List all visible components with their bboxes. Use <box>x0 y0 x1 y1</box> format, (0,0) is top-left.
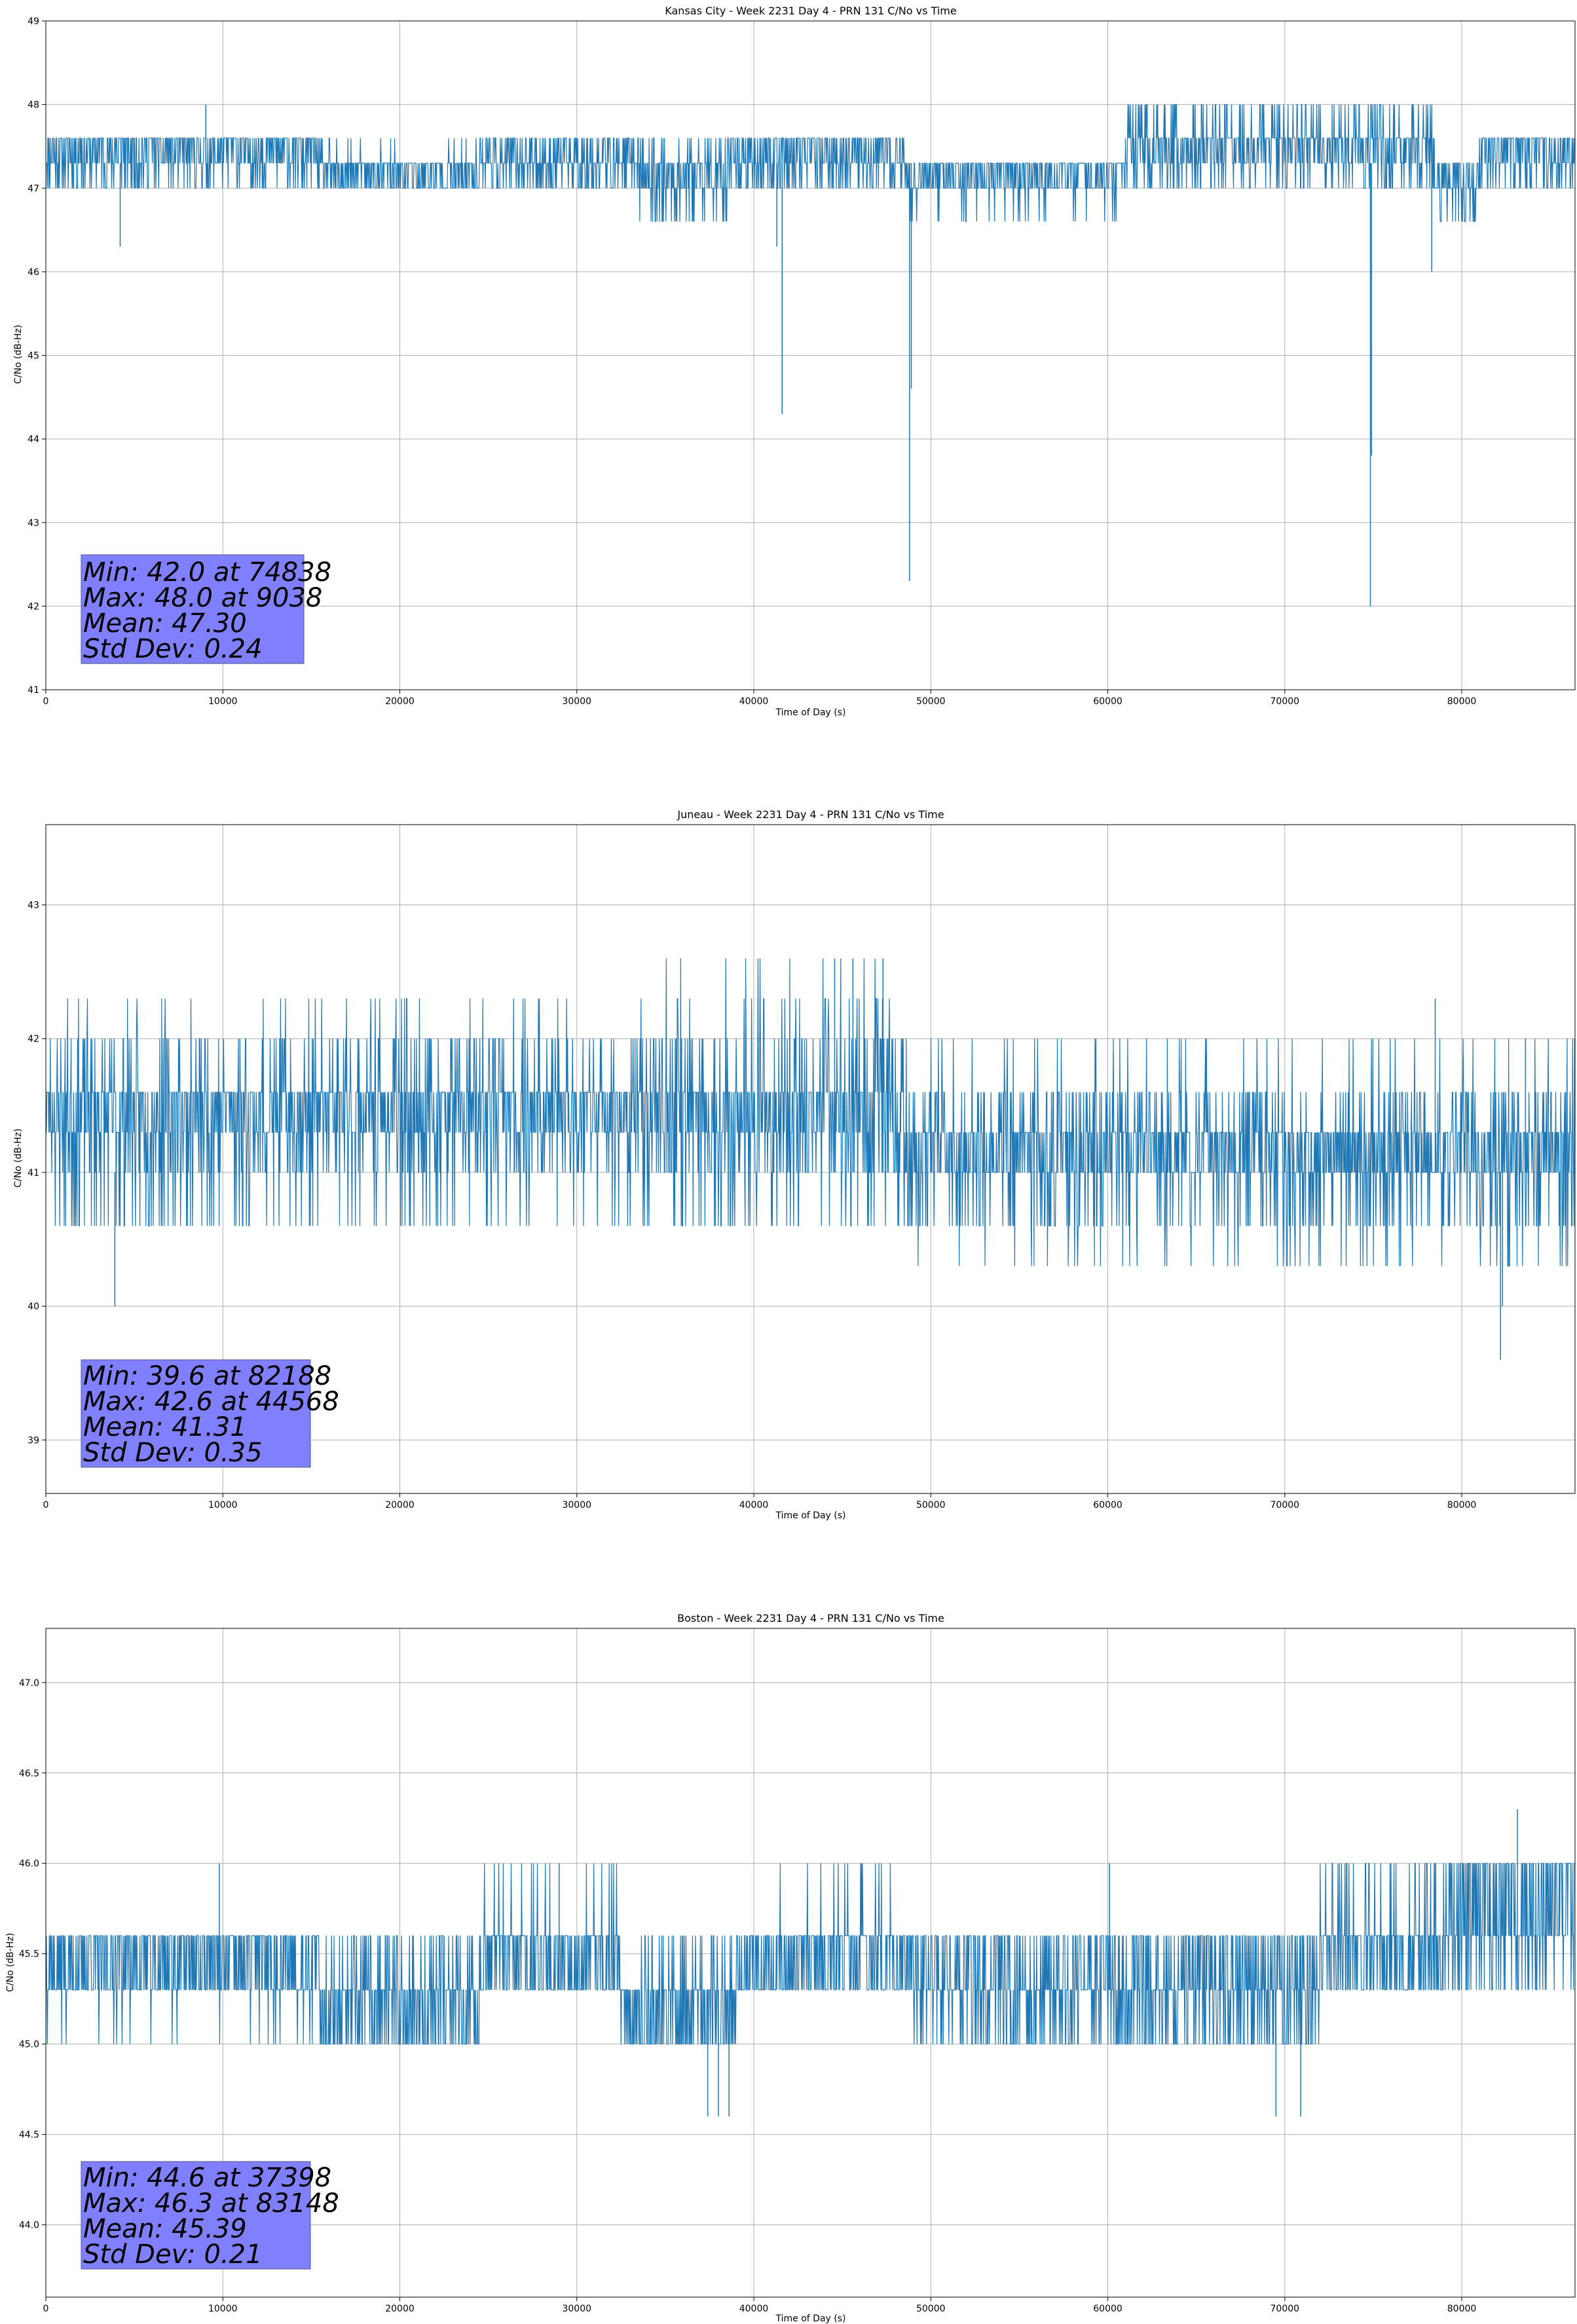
chart-title: Kansas City - Week 2231 Day 4 - PRN 131 … <box>665 5 956 17</box>
y-tick-label: 44 <box>28 434 39 445</box>
x-tick-label: 10000 <box>208 2304 238 2314</box>
y-tick-label: 46.0 <box>19 1859 39 1869</box>
stat-std: Std Dev: 0.21 <box>83 2240 263 2270</box>
y-tick-label: 49 <box>28 16 39 27</box>
x-tick-label: 60000 <box>1093 696 1122 707</box>
data-line <box>46 104 1575 222</box>
axis-ticks: 0 10000 20000 30000 40000 50000 60000 70000 8000… <box>28 901 1476 1510</box>
data-line <box>46 958 1575 1267</box>
y-tick-label: 46 <box>28 267 39 278</box>
y-tick-label: 42 <box>28 601 39 612</box>
x-tick-label: 40000 <box>739 1500 769 1510</box>
y-tick-label: 41 <box>28 1168 39 1178</box>
x-axis-label: Time of Day (s) <box>775 2314 846 2324</box>
stat-std: Std Dev: 0.35 <box>83 1438 263 1468</box>
x-tick-label: 80000 <box>1447 1500 1477 1510</box>
x-axis-label: Time of Day (s) <box>775 1510 846 1521</box>
x-tick-label: 0 <box>43 2304 49 2314</box>
y-tick-label: 45.0 <box>19 2040 39 2050</box>
y-axis-label: C/No (dB-Hz) <box>13 1129 24 1188</box>
y-tick-label: 39 <box>28 1435 39 1446</box>
stat-max: Max: 42.6 at 44568 <box>83 1387 339 1417</box>
stats-box <box>81 1359 311 1468</box>
x-tick-label: 30000 <box>562 1500 591 1510</box>
panel-kansas-city: Kansas City - Week 2231 Day 4 - PRN 131 … <box>13 5 1576 718</box>
x-tick-label: 80000 <box>1447 696 1477 707</box>
x-tick-label: 10000 <box>208 1500 238 1510</box>
x-tick-label: 30000 <box>562 696 591 707</box>
x-tick-label: 50000 <box>916 696 946 707</box>
stat-std: Std Dev: 0.24 <box>83 634 263 664</box>
y-tick-label: 43 <box>28 901 39 911</box>
stats-box <box>81 554 305 664</box>
stat-max: Max: 48.0 at 9038 <box>83 583 322 613</box>
y-tick-label: 40 <box>28 1302 39 1312</box>
plot-frame <box>45 1628 1576 2298</box>
plot-frame <box>45 824 1576 1494</box>
axis-ticks: 0 10000 20000 30000 40000 50000 60000 70000 8000… <box>28 16 1476 707</box>
x-tick-label: 30000 <box>562 2304 591 2314</box>
y-tick-label: 47.0 <box>19 1678 39 1689</box>
stat-min: Min: 44.6 at 37398 <box>83 2163 331 2193</box>
y-tick-label: 48 <box>28 100 39 111</box>
x-tick-label: 0 <box>43 696 49 707</box>
stat-mean: Mean: 47.30 <box>83 609 247 639</box>
stats-box <box>81 2161 311 2270</box>
x-tick-label: 10000 <box>208 696 238 707</box>
y-tick-label: 45.5 <box>19 1949 39 1960</box>
axis-ticks: 0 10000 20000 30000 40000 50000 60000 70000 8000… <box>19 1678 1476 2314</box>
x-tick-label: 70000 <box>1271 1500 1300 1510</box>
chart-title: Juneau - Week 2231 Day 4 - PRN 131 C/No … <box>677 808 944 821</box>
x-tick-label: 50000 <box>916 1500 946 1510</box>
x-tick-label: 20000 <box>385 1500 415 1510</box>
y-tick-label: 46.5 <box>19 1769 39 1779</box>
stat-min: Min: 39.6 at 82188 <box>83 1361 331 1391</box>
y-tick-label: 47 <box>28 183 39 194</box>
x-tick-label: 0 <box>43 1500 49 1510</box>
x-tick-label: 20000 <box>385 2304 415 2314</box>
panel-boston: Boston - Week 2231 Day 4 - PRN 131 C/No … <box>5 1612 1576 2324</box>
y-tick-label: 44.0 <box>19 2221 39 2231</box>
y-tick-label: 43 <box>28 518 39 529</box>
y-tick-label: 42 <box>28 1034 39 1045</box>
x-tick-label: 80000 <box>1447 2304 1477 2314</box>
x-tick-label: 50000 <box>916 2304 946 2314</box>
y-tick-label: 45 <box>28 351 39 362</box>
y-tick-label: 41 <box>28 685 39 696</box>
x-tick-label: 70000 <box>1271 696 1300 707</box>
panel-juneau: Juneau - Week 2231 Day 4 - PRN 131 C/No … <box>13 808 1576 1521</box>
y-tick-label: 44.5 <box>19 2130 39 2141</box>
stat-mean: Mean: 45.39 <box>83 2214 247 2244</box>
x-tick-label: 60000 <box>1093 2304 1122 2314</box>
x-tick-label: 40000 <box>739 2304 769 2314</box>
x-tick-label: 70000 <box>1271 2304 1300 2314</box>
x-tick-label: 60000 <box>1093 1500 1122 1510</box>
y-axis-label: C/No (dB-Hz) <box>13 325 24 384</box>
y-axis-label: C/No (dB-Hz) <box>5 1933 16 1992</box>
x-axis-label: Time of Day (s) <box>775 707 846 718</box>
chart-title: Boston - Week 2231 Day 4 - PRN 131 C/No … <box>677 1612 944 1624</box>
data-line <box>45 1863 1575 2045</box>
stat-mean: Mean: 41.31 <box>83 1412 247 1442</box>
x-tick-label: 20000 <box>385 696 415 707</box>
stat-max: Max: 46.3 at 83148 <box>83 2188 339 2219</box>
x-tick-label: 40000 <box>739 696 769 707</box>
stat-min: Min: 42.0 at 74838 <box>83 557 331 588</box>
